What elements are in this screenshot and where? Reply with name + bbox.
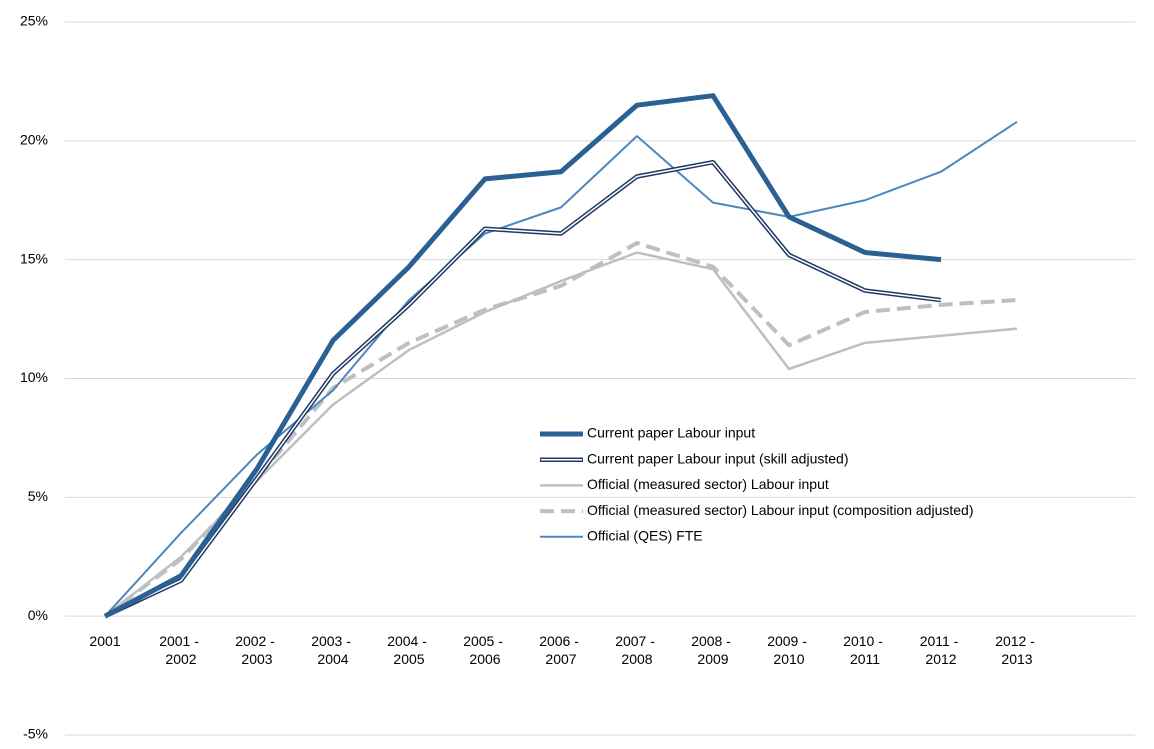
x-tick-label: 2011 - 2012 — [920, 633, 963, 667]
legend-label: Current paper Labour input — [587, 425, 755, 441]
series-line — [103, 241, 1018, 618]
series-line — [103, 93, 942, 619]
x-tick-label: 2005 - 2006 — [463, 633, 507, 667]
x-tick-label: 2010 - 2011 — [843, 633, 887, 667]
legend-label: Official (measured sector) Labour input — [587, 476, 829, 492]
legend-label: Current paper Labour input (skill adjust… — [587, 450, 848, 466]
y-tick-label: 20% — [20, 132, 48, 148]
y-tick-label: 10% — [20, 369, 48, 385]
x-tick-label: 2004 - 2005 — [387, 633, 431, 667]
y-tick-label: -5% — [23, 726, 48, 742]
legend-label: Official (measured sector) Labour input … — [587, 502, 973, 518]
x-tick-label: 2012 - 2013 — [995, 633, 1039, 667]
y-tick-label: 5% — [28, 488, 48, 504]
series-line — [104, 120, 1018, 617]
series-line-inner — [104, 161, 942, 617]
x-tick-label: 2009 - 2010 — [767, 633, 811, 667]
x-tick-label: 2006 - 2007 — [539, 633, 583, 667]
y-tick-label: 25% — [20, 13, 48, 29]
x-tick-label: 2002 - 2003 — [235, 633, 279, 667]
x-tick-label: 2008 - 2009 — [691, 633, 735, 667]
legend-label: Official (QES) FTE — [587, 528, 703, 544]
y-tick-label: 0% — [28, 607, 48, 623]
x-tick-label: 2001 - 2002 — [159, 633, 203, 667]
y-tick-label: 15% — [20, 250, 48, 266]
x-tick-label: 2003 - 2004 — [311, 633, 355, 667]
x-tick-label: 2007 - 2008 — [615, 633, 659, 667]
x-tick-label: 2001 — [89, 633, 120, 649]
